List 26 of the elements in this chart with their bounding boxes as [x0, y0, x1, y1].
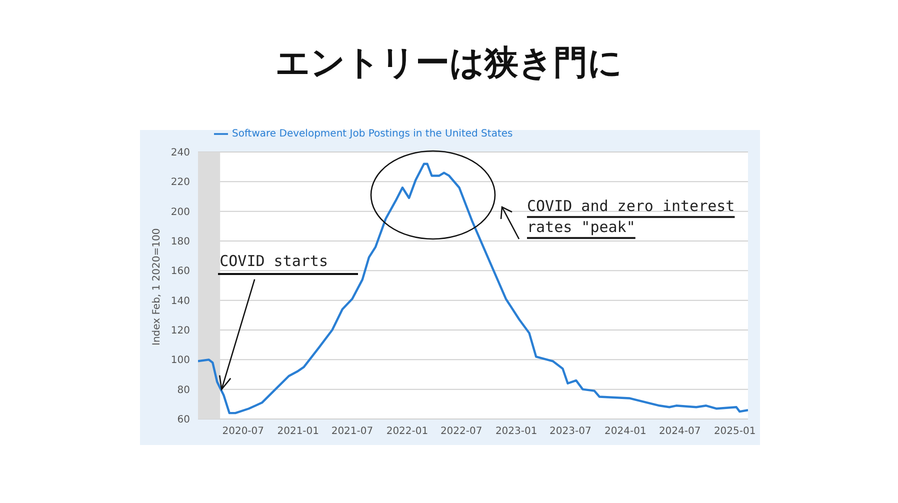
x-tick-label: 2022-01 [386, 426, 428, 438]
x-tick-label: 2024-01 [604, 426, 646, 438]
annotation: COVID starts [218, 249, 358, 276]
y-axis-title: Index Feb, 1 2020=100 [152, 228, 163, 346]
x-tick-label: 2021-01 [277, 426, 320, 438]
chart-title: エントリーは狭き門に [274, 42, 624, 85]
x-tick-label: 2024-07 [658, 426, 701, 438]
x-tick-label: 2025-01 [714, 426, 756, 438]
y-tick-label: 240 [170, 148, 190, 159]
y-tick-label: 220 [170, 177, 190, 188]
annotation: COVID and zero interest rates "peak" [526, 196, 736, 238]
x-tick-label: 2020-07 [222, 426, 264, 438]
y-tick-label: 140 [170, 296, 190, 307]
x-tick-label: 2022-07 [440, 426, 482, 438]
y-tick-label: 180 [170, 236, 190, 248]
y-tick-label: 100 [170, 355, 190, 366]
x-tick-label: 2023-07 [550, 426, 592, 438]
x-tick-label: 2023-01 [495, 426, 538, 438]
legend-label: Software Development Job Postings in the United States [232, 128, 513, 140]
y-tick-label: 200 [170, 206, 190, 218]
y-tick-label: 80 [177, 384, 190, 396]
x-tick-label: 2021-07 [331, 426, 374, 438]
y-tick-label: 60 [177, 414, 190, 426]
line-series [198, 162, 748, 414]
y-tick-label: 160 [170, 266, 190, 278]
y-tick-label: 120 [170, 326, 190, 337]
